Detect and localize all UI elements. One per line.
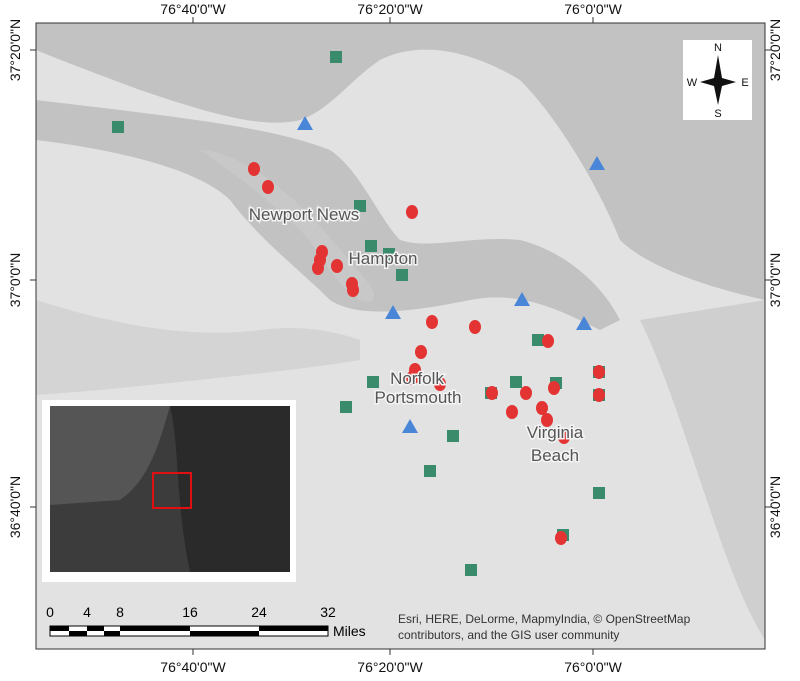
- longitude-label: 76°0'0"W: [564, 659, 622, 675]
- city-label: Virginia: [527, 423, 584, 442]
- square-marker: [424, 465, 436, 477]
- triangle-marker: [297, 116, 313, 130]
- latitude-label: 36°40'0"N: [767, 476, 783, 538]
- scale-segment: [104, 631, 120, 636]
- triangle-marker: [589, 156, 605, 170]
- scale-label: 16: [182, 604, 198, 620]
- city-label: Portsmouth: [375, 388, 462, 407]
- square-marker: [593, 487, 605, 499]
- circle-marker: [520, 386, 532, 400]
- compass-letter: W: [687, 77, 698, 89]
- circle-marker: [312, 261, 324, 275]
- circle-marker: [593, 388, 605, 402]
- square-marker: [340, 401, 352, 413]
- square-marker: [465, 564, 477, 576]
- city-label: Beach: [531, 446, 579, 465]
- circle-marker: [248, 162, 260, 176]
- circle-marker: [536, 401, 548, 415]
- circle-marker: [593, 365, 605, 379]
- triangle-marker: [385, 305, 401, 319]
- square-marker: [112, 121, 124, 133]
- scale-unit: Miles: [333, 623, 366, 639]
- circle-marker: [331, 259, 343, 273]
- triangle-marker: [402, 419, 418, 433]
- tick-marks: [30, 17, 771, 655]
- scale-segment: [259, 626, 328, 631]
- scale-label: 4: [83, 604, 91, 620]
- circle-marker: [434, 377, 446, 391]
- lowland: [36, 300, 360, 395]
- latitude-label: 37°0'0"N: [7, 253, 23, 308]
- compass-letter: N: [714, 42, 722, 54]
- water: [36, 23, 765, 300]
- inset-extent: [152, 472, 192, 509]
- scale-bar: 0 4 8 16 24 32 Miles: [46, 604, 366, 639]
- square-marker: [383, 248, 395, 260]
- compass-letter: S: [714, 108, 721, 120]
- circle-marker: [406, 205, 418, 219]
- square-marker: [532, 334, 544, 346]
- circle-marker: [486, 386, 498, 400]
- longitude-label: 76°20'0"W: [357, 1, 423, 17]
- circle-marker: [542, 334, 554, 348]
- square-marker: [510, 376, 522, 388]
- scale-label: 24: [251, 604, 267, 620]
- attribution: contributors, and the GIS user community: [398, 628, 619, 642]
- city-label: Newport News: [249, 205, 360, 224]
- circle-marker: [541, 413, 553, 427]
- ocean: [640, 300, 765, 640]
- compass-letter: E: [741, 77, 748, 89]
- circle-marker: [262, 180, 274, 194]
- scale-segment: [120, 626, 190, 631]
- latitude-label: 37°0'0"N: [767, 253, 783, 308]
- square-marker: [447, 430, 459, 442]
- compass-rose: [700, 55, 736, 105]
- latitude-label: 36°40'0"N: [7, 476, 23, 538]
- inset-map: [42, 400, 296, 582]
- compass: N W E S: [683, 40, 752, 120]
- triangle-marker: [576, 316, 592, 330]
- scale-segment: [50, 626, 69, 631]
- circle-marker: [555, 531, 567, 545]
- water: [36, 100, 620, 330]
- latitude-label: 37°20'0"N: [767, 19, 783, 81]
- circle-marker: [415, 345, 427, 359]
- scale-segment: [190, 631, 259, 636]
- inset-sea: [170, 406, 290, 572]
- longitude-label: 76°0'0"W: [564, 1, 622, 17]
- scale-label: 8: [116, 604, 124, 620]
- city-label: Hampton: [349, 249, 418, 268]
- latitude-label: 37°20'0"N: [7, 19, 23, 81]
- circle-marker: [558, 430, 570, 444]
- longitude-label: 76°20'0"W: [357, 659, 423, 675]
- scale-label: 0: [46, 604, 54, 620]
- scale-label: 32: [320, 604, 336, 620]
- square-marker: [365, 240, 377, 252]
- longitude-label: 76°40'0"W: [160, 659, 226, 675]
- scale-segment: [87, 626, 104, 631]
- scale-segment: [69, 631, 87, 636]
- markers: [112, 51, 605, 576]
- square-marker: [396, 269, 408, 281]
- square-marker: [330, 51, 342, 63]
- circle-marker: [469, 320, 481, 334]
- longitude-label: 76°40'0"W: [160, 1, 226, 17]
- circle-marker: [506, 405, 518, 419]
- square-marker: [354, 200, 366, 212]
- attribution: Esri, HERE, DeLorme, MapmyIndia, © OpenS…: [398, 612, 691, 626]
- square-marker: [367, 376, 379, 388]
- inset-land: [50, 406, 170, 505]
- river: [200, 150, 375, 302]
- city-label: Norfolk: [390, 369, 444, 388]
- circle-marker: [548, 381, 560, 395]
- circle-marker: [406, 371, 418, 385]
- circle-marker: [347, 283, 359, 297]
- map-frame: [35, 22, 766, 650]
- circle-marker: [426, 315, 438, 329]
- triangle-marker: [514, 292, 530, 306]
